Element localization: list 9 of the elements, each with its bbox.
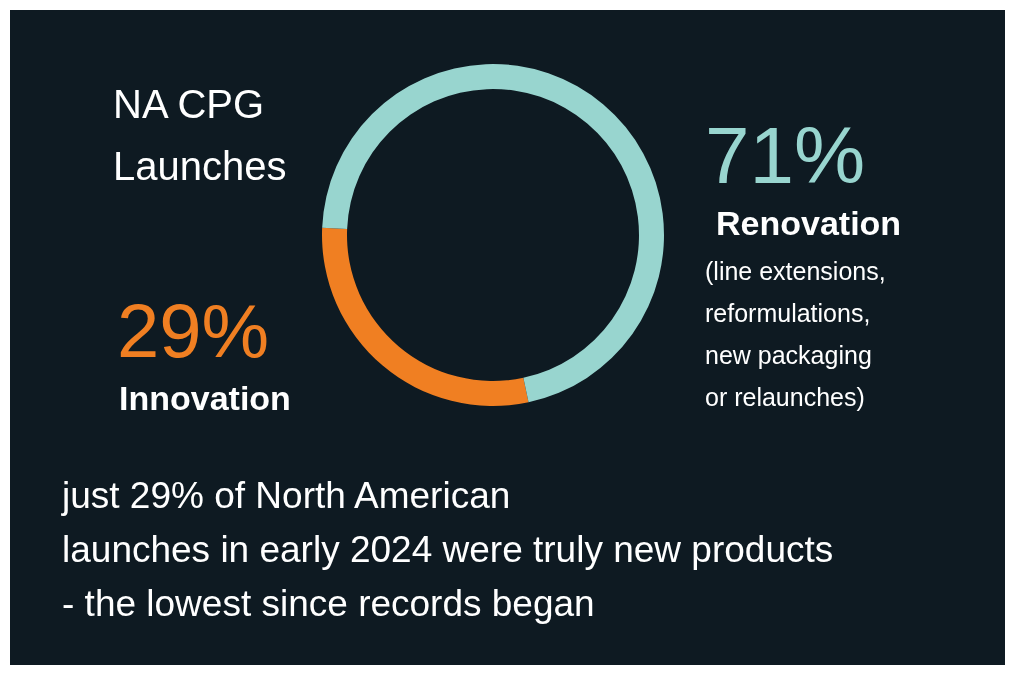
- data-label: 71%: [705, 111, 866, 200]
- text: NA CPG Launches: [113, 82, 287, 188]
- slice-label: Renovation: [716, 204, 902, 242]
- text: just 29% of North American launches in early 2024 were truly new products - the lowest since records began: [61, 475, 834, 624]
- donut-slice: [322, 227, 529, 406]
- slice-label: Innovation: [119, 379, 291, 417]
- donut-slice: [322, 64, 664, 403]
- text: (line extensions, reformulations, new packaging or relaunches): [705, 257, 886, 411]
- data-label: 29%: [117, 288, 270, 373]
